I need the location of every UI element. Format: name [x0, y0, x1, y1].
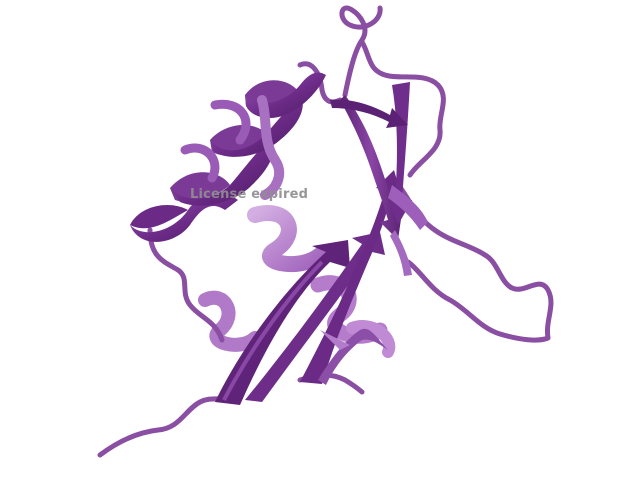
right-strand	[388, 185, 428, 276]
beta-sheet	[215, 82, 412, 405]
license-watermark: License expired	[190, 187, 309, 202]
alpha-helix	[130, 72, 326, 242]
